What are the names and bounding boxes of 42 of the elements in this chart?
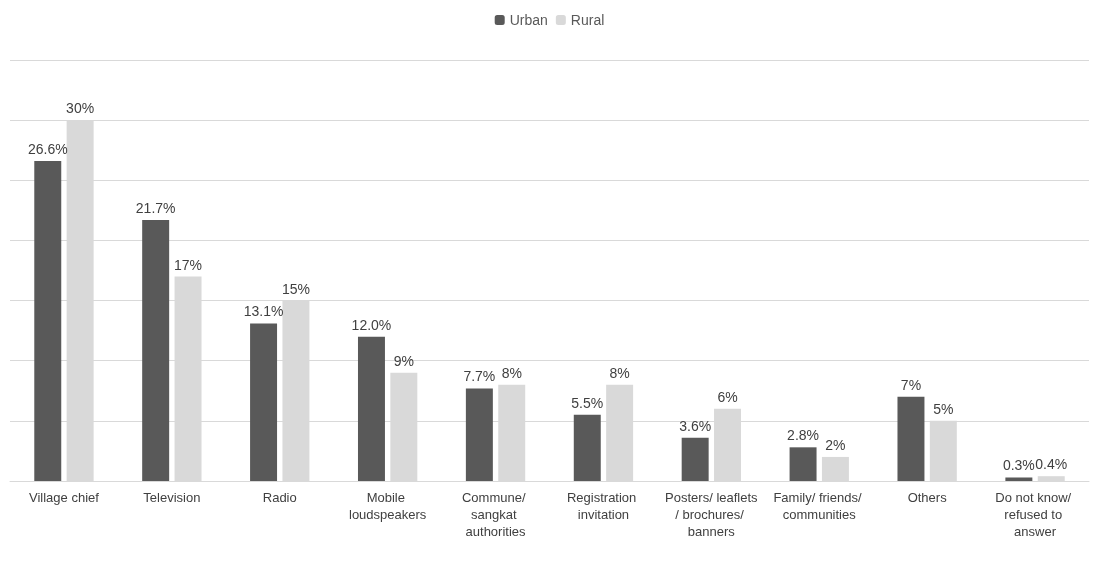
legend-label: Rural [570, 12, 605, 28]
x-tick-label: Posters/ leaflets/ brochures/ banners [665, 490, 759, 539]
data-label: 0.4% [1035, 456, 1068, 473]
data-label: 8% [501, 364, 522, 381]
data-label: 26.6% [27, 141, 68, 158]
data-label: 6% [717, 388, 738, 405]
bar [897, 396, 925, 481]
data-label: 3.6% [679, 417, 712, 434]
x-tick-label: Do not know/ refused to answer [995, 490, 1075, 539]
bar [789, 447, 817, 481]
data-label: 21.7% [135, 199, 176, 216]
data-label: 7% [900, 376, 922, 393]
bar [1005, 477, 1033, 481]
data-label: 9% [393, 352, 414, 369]
data-label: 17% [174, 256, 203, 273]
x-tick-label: Village chief [29, 490, 100, 505]
data-label: 5.5% [571, 394, 604, 411]
x-tick-label: Mobile loudspeakers [348, 490, 427, 522]
data-label: 2.8% [787, 427, 820, 444]
x-tick-label: Others [907, 490, 948, 505]
bar [142, 219, 170, 481]
data-label: 2% [825, 436, 846, 453]
bar [465, 388, 493, 481]
data-label: 5% [933, 400, 954, 417]
data-label: 30% [66, 100, 95, 117]
bar [34, 161, 62, 481]
x-tick-label: Television [143, 490, 201, 505]
data-label: 0.3% [1002, 457, 1035, 474]
data-label: 15% [281, 280, 310, 297]
bar [681, 437, 709, 481]
data-label: 13.1% [243, 303, 284, 320]
legend-label: Urban [509, 12, 548, 28]
data-label: 8% [609, 364, 630, 381]
data-label: 7.7% [463, 368, 496, 385]
x-tick-label: Radio [262, 490, 297, 505]
bar [573, 414, 601, 481]
x-tick-label: Family/ friends/ communities [773, 490, 866, 522]
x-tick-label: Commune/ sangkat authorities [461, 490, 530, 539]
x-tick-label: Registration invitation [566, 490, 640, 522]
data-label: 12.0% [351, 316, 392, 333]
bar [250, 323, 278, 481]
bar [357, 336, 385, 481]
